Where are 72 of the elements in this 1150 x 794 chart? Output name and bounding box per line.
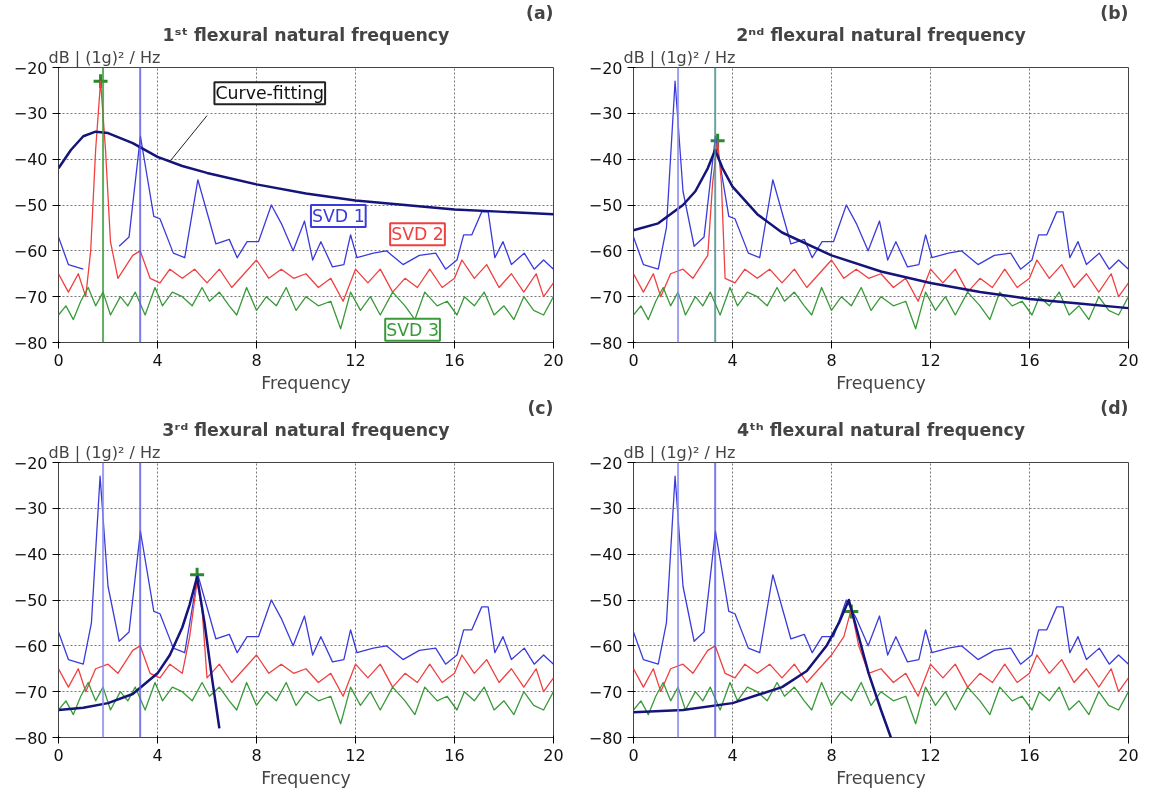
y-tick-label: −40: [13, 150, 48, 170]
y-tick-label: −70: [13, 287, 48, 307]
x-tick-label: 0: [53, 745, 64, 765]
chart-title: 3ʳᵈ flexural natural frequency: [162, 419, 450, 440]
x-tick-label: 12: [920, 745, 941, 765]
x-tick-label: 4: [152, 350, 163, 370]
x-tick-label: 0: [628, 350, 639, 370]
y-tick-label: −60: [13, 636, 48, 656]
y-tick-label: −70: [588, 287, 623, 307]
chart-title: 4ᵗʰ flexural natural frequency: [736, 419, 1026, 440]
y-tick-label: −80: [588, 333, 623, 353]
y-tick-label: −80: [588, 728, 623, 748]
x-tick-label: 12: [920, 350, 941, 370]
y-tick-label: −30: [13, 499, 48, 519]
series-label: SVD 2: [391, 224, 444, 245]
y-tick-label: −40: [588, 150, 623, 170]
x-tick-label: 8: [251, 350, 262, 370]
y-tick-label: −30: [588, 104, 623, 124]
y-tick-label: −60: [588, 636, 623, 656]
x-tick-label: 12: [345, 350, 366, 370]
y-tick-label: −20: [13, 453, 48, 473]
x-tick-label: 20: [543, 350, 564, 370]
y-tick-label: −60: [13, 241, 48, 261]
text: (a): [525, 2, 554, 23]
y-tick-label: −70: [588, 682, 623, 702]
x-tick-label: 12: [345, 745, 366, 765]
y-tick-label: −50: [13, 196, 48, 215]
series-label: SVD 1: [311, 206, 365, 226]
x-axis-title: Frequency: [261, 767, 351, 788]
x-tick-label: 20: [543, 745, 564, 765]
x-tick-label: 16: [1019, 745, 1040, 765]
x-tick-label: 0: [628, 745, 639, 765]
y-tick-label: −40: [13, 545, 48, 565]
x-tick-label: 16: [444, 350, 465, 370]
x-tick-label: 4: [727, 350, 738, 370]
x-axis-title: Frequency: [836, 767, 926, 788]
y-tick-label: −30: [588, 499, 623, 519]
x-tick-label: 8: [826, 745, 837, 765]
y-tick-label: −20: [588, 453, 623, 473]
y-tick-label: −70: [13, 682, 48, 702]
y-axis-title: dB | (1g)² / Hz: [623, 442, 736, 462]
y-tick-label: −80: [13, 333, 48, 353]
x-axis-title: Frequency: [261, 372, 351, 393]
y-axis-title: dB | (1g)² / Hz: [623, 47, 736, 67]
x-tick-label: 0: [53, 350, 64, 370]
text: (c): [527, 397, 554, 418]
x-tick-label: 8: [251, 745, 262, 765]
x-tick-label: 4: [727, 745, 738, 765]
y-tick-label: −20: [588, 58, 623, 78]
y-axis-title: dB | (1g)² / Hz: [48, 442, 161, 462]
x-tick-label: 4: [152, 745, 163, 765]
y-tick-label: −60: [588, 241, 623, 261]
y-tick-label: −50: [588, 591, 623, 610]
x-tick-label: 16: [1019, 350, 1040, 370]
y-tick-label: −40: [588, 545, 623, 565]
text: (b): [1100, 2, 1129, 23]
x-axis-title: Frequency: [836, 372, 926, 393]
x-tick-label: 8: [826, 350, 837, 370]
x-tick-label: 16: [444, 745, 465, 765]
y-axis-title: dB | (1g)² / Hz: [48, 47, 161, 67]
series-label: SVD 3: [386, 319, 439, 340]
y-tick-label: −30: [13, 104, 48, 124]
chart-title: 1ˢᵗ flexural natural frequency: [162, 24, 450, 45]
y-tick-label: −80: [13, 728, 48, 748]
y-tick-label: −20: [13, 58, 48, 78]
x-tick-label: 20: [1118, 745, 1139, 765]
y-tick-label: −50: [588, 196, 623, 215]
text: (d): [1100, 397, 1129, 418]
x-tick-label: 20: [1118, 350, 1139, 370]
chart-title: 2ⁿᵈ flexural natural frequency: [736, 24, 1026, 45]
y-tick-label: −50: [13, 591, 48, 610]
text: Curve-fitting: [215, 83, 325, 104]
